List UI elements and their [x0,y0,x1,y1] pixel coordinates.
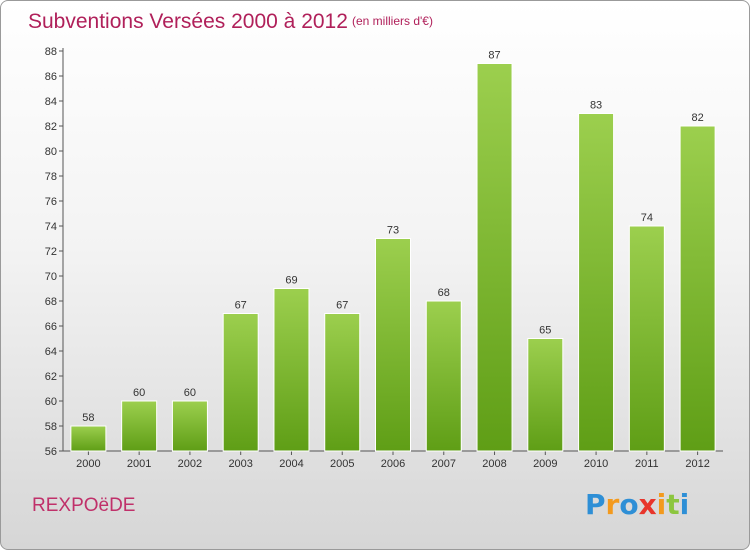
y-tick-label: 78 [45,171,57,183]
bar-value-label: 68 [438,287,450,299]
logo-letter: x [638,488,657,521]
x-tick-label: 2001 [127,458,151,470]
bar [324,313,361,452]
x-tick-label: 2006 [381,458,405,470]
y-tick-label: 80 [45,146,57,158]
proxiti-logo: Proxiti [585,488,689,521]
y-tick-label: 58 [45,421,57,433]
bar-value-label: 73 [387,225,399,237]
x-tick-label: 2002 [178,458,202,470]
bar [222,313,259,452]
y-tick-label: 74 [45,221,57,233]
bar [375,238,411,452]
y-tick-label: 70 [45,271,57,283]
y-axis: 56 58 60 62 64 66 68 70 72 74 76 78 80 82 84 86 88 [45,46,64,458]
bar-value-label: 74 [641,212,653,224]
y-tick-label: 88 [45,46,57,58]
bar-value-label: 67 [336,300,348,312]
y-tick-label: 72 [45,246,57,258]
x-tick-label: 2007 [432,458,456,470]
x-tick-label: 2009 [533,458,557,470]
y-tick-label: 86 [45,71,57,83]
bar-value-label: 65 [539,325,551,337]
x-tick-label: 2000 [76,458,100,470]
commune-name: REXPOëDE [32,495,136,516]
bar [425,300,462,452]
y-tick-label: 64 [45,346,57,358]
bar [171,400,208,452]
y-tick-label: 82 [45,121,57,133]
bar [273,288,310,452]
y-tick-label: 68 [45,296,57,308]
y-tick-label: 56 [45,446,57,458]
x-tick-label: 2011 [635,458,659,470]
y-tick-label: 66 [45,321,57,333]
bar [70,425,107,452]
x-tick-label: 2012 [685,458,709,470]
bar [628,225,665,452]
logo-letter: i [679,488,690,521]
x-axis: 2000 2001 2002 2003 2004 2005 2006 2007 2008 2009… [63,450,723,470]
chart-subtitle: (en milliers d'€) [352,14,433,28]
x-tick-label: 2003 [228,458,252,470]
bar [476,63,513,452]
x-tick-label: 2010 [584,458,608,470]
bar [121,400,158,452]
bar-series: 58 60 60 67 69 67 73 68 87 65 83 74 82 [70,50,716,452]
bar-value-label: 83 [590,100,602,112]
bar [578,113,615,452]
bar-value-label: 87 [488,50,500,62]
x-tick-label: 2005 [330,458,354,470]
logo-letter: P [585,488,606,521]
bar-value-label: 60 [184,387,196,399]
x-tick-label: 2004 [279,458,303,470]
logo-letter: r [605,488,620,521]
bar-value-label: 82 [691,112,703,124]
y-tick-label: 62 [45,371,57,383]
logo-letter: o [619,488,639,521]
bar-value-label: 60 [133,387,145,399]
bar-value-label: 67 [235,300,247,312]
chart-title: Subventions Versées 2000 à 2012 [28,10,348,33]
logo-letter: t [666,488,680,521]
y-tick-label: 60 [45,396,57,408]
bar-value-label: 58 [82,412,94,424]
bar [527,338,564,452]
y-tick-label: 84 [45,96,57,108]
logo-letter: i [656,488,667,521]
bar-value-label: 69 [285,275,297,287]
x-tick-label: 2008 [482,458,506,470]
y-tick-label: 76 [45,196,57,208]
bar [679,125,716,452]
